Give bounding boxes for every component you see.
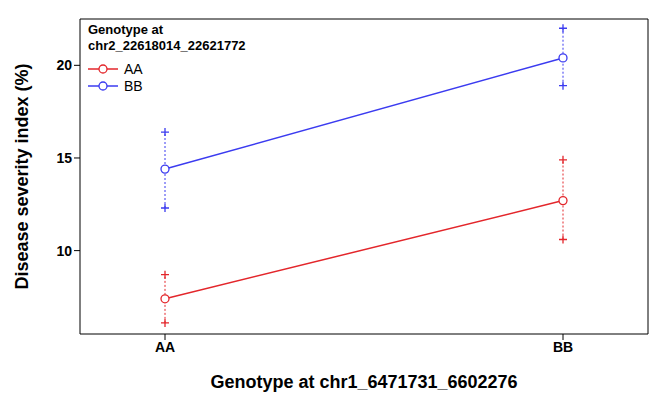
html-text:Genotype at chr2_22618014_2262: Genotype at chr2_22618014_22621772 — [88, 22, 246, 53]
svg-text:AA: AA — [155, 339, 175, 355]
svg-text:20: 20 — [56, 57, 72, 73]
html-text:BB: BB — [124, 77, 143, 94]
svg-text:15: 15 — [56, 150, 72, 166]
svg-text:Genotype at chr1_6471731_66022: Genotype at chr1_6471731_6602276 — [210, 372, 517, 392]
svg-text:Disease severity index (%): Disease severity index (%) — [12, 63, 32, 289]
svg-text:10: 10 — [56, 243, 72, 259]
svg-text:BB: BB — [553, 339, 573, 355]
html-text:AA: AA — [124, 60, 143, 77]
